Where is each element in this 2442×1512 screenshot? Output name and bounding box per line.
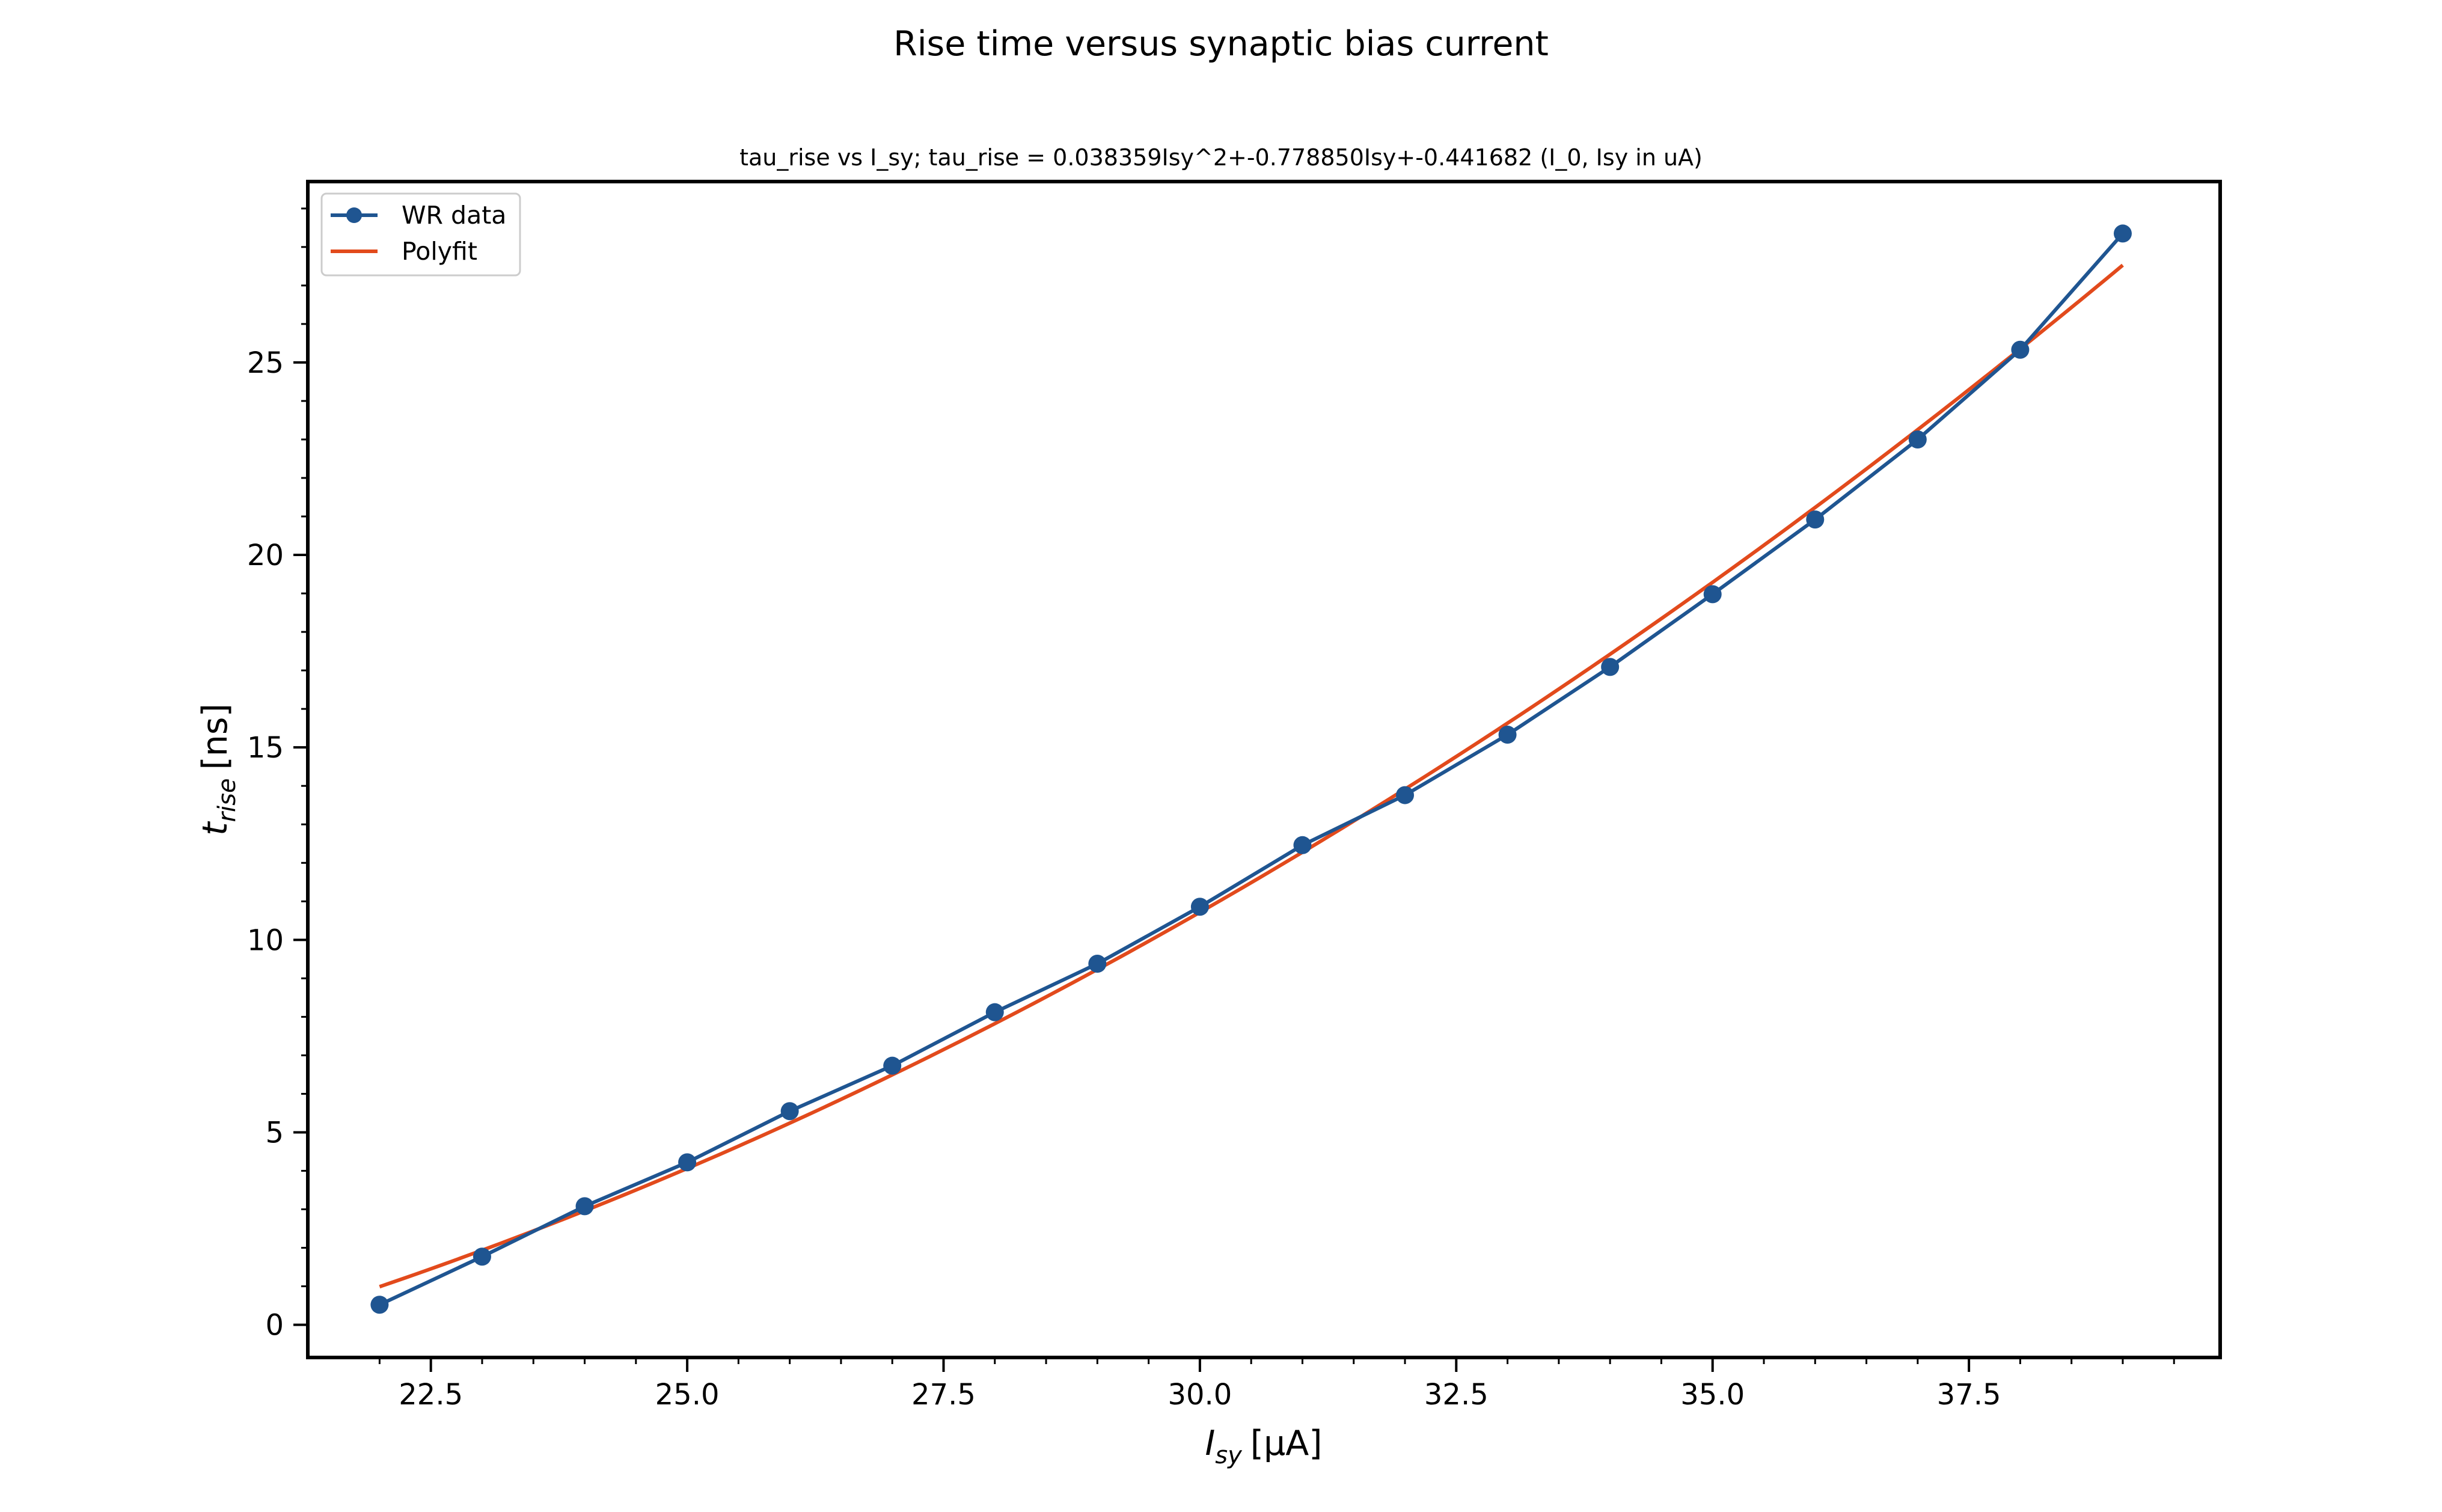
legend-label-wr-data: WR data [402,201,506,230]
legend-label-polyfit: Polyfit [402,237,477,266]
data-point-wr [1703,585,1722,604]
data-point-wr [370,1296,389,1314]
data-point-wr [678,1153,697,1172]
y-tick-label: 25 [247,346,284,380]
data-point-wr [1293,836,1312,854]
y-tick-label: 0 [265,1309,284,1342]
x-tick-label: 27.5 [911,1378,976,1412]
data-point-wr [1396,786,1415,804]
data-point-wr [575,1197,594,1216]
data-point-wr [1190,898,1209,916]
x-tick-label: 25.0 [655,1378,720,1412]
data-point-wr [1088,955,1107,973]
data-point-wr [2113,224,2132,243]
data-point-wr [780,1102,799,1121]
y-axis-label: trise[ns] [195,703,241,836]
plot-frame [306,180,2222,1359]
x-tick-label: 22.5 [399,1378,463,1412]
y-axis: 0 5 10 15 20 25 [247,346,308,1342]
data-point-wr [1908,430,1927,448]
chart-subtitle: tau_rise vs I_sy; tau_rise = 0.038359Isy… [739,144,1703,171]
x-axis: 22.5 25.0 27.5 30.0 32.5 35.0 37.5 [399,1357,2001,1412]
y-tick-label: 20 [247,539,284,572]
series-line-wr-data [379,232,2125,1306]
legend-wr-marker [346,207,362,223]
data-point-wr [1806,510,1825,529]
chart-title: Rise time versus synaptic bias current [893,24,1549,64]
x-tick-label: 35.0 [1680,1378,1745,1412]
y-tick-label: 5 [265,1116,284,1149]
y-tick-label: 10 [247,923,284,957]
data-point-wr [1601,658,1620,676]
x-tick-label: 32.5 [1424,1378,1489,1412]
data-point-wr [2011,340,2030,359]
y-tick-label: 15 [247,731,284,765]
plot-series [370,224,2132,1314]
data-point-wr [883,1056,902,1075]
series-line-polyfit [379,263,2124,1289]
data-point-wr [985,1003,1004,1021]
data-point-wr [473,1247,491,1266]
legend: WR data Polyfit [320,192,521,277]
data-point-wr [1498,726,1517,744]
x-axis-label: Isy [μA] [1205,1424,1322,1469]
x-tick-label: 37.5 [1937,1378,2001,1412]
x-tick-label: 30.0 [1167,1378,1232,1412]
